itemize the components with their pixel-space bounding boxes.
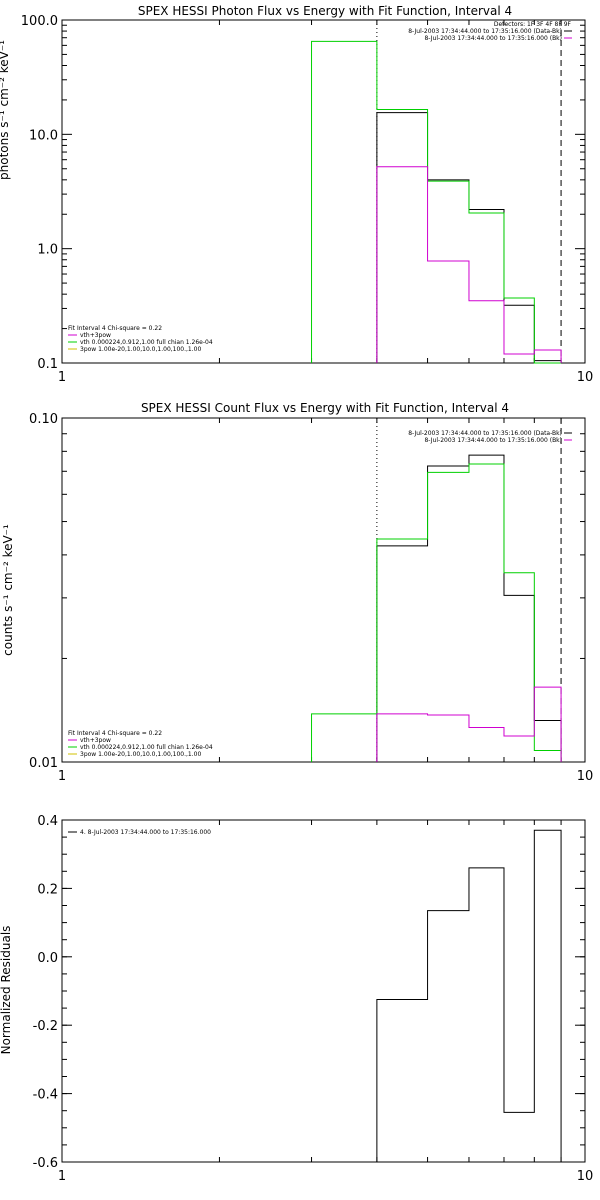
x-tick-label: 10 [577,769,594,784]
count-flux-title: SPEX HESSI Count Flux vs Energy with Fit… [141,401,509,415]
series-1-histogram [311,40,562,364]
y-tick-label: 1.0 [37,243,58,258]
residuals-ylabel: Normalized Residuals [0,926,13,1055]
y-tick-label: 0.0 [37,951,58,966]
fit-legend-header: Fit Interval 4 Chi-square = 0.22 [68,325,162,332]
legend-entry: vth 0.000224,0.912,1.00 full chian 1.26e… [80,744,213,751]
photon-flux-panel: SPEX HESSI Photon Flux vs Energy with Fi… [0,4,593,385]
x-tick-label: 10 [577,1169,594,1184]
legend-entry: 8-Jul-2003 17:34:44.000 to 17:35:16.000 … [408,430,562,437]
photon-flux-ylabel: photons s⁻¹ cm⁻² keV⁻¹ [0,40,11,180]
count-flux-ylabel: counts s⁻¹ cm⁻² keV⁻¹ [1,524,15,656]
legend-entry: vth 0.000224,0.912,1.00 full chian 1.26e… [80,339,213,346]
legend-entry: 8-Jul-2003 17:34:44.000 to 17:35:16.000 … [424,437,562,444]
y-tick-label: 100.0 [21,14,58,29]
series-2-histogram [376,166,562,363]
legend-entry: 3pow 1.00e-20,1.00,10.0,1.00,100.,1.00 [80,751,201,758]
plot-frame [61,19,586,364]
legend-entry: vth+3pow [80,332,111,339]
legend-entry: 8-Jul-2003 17:34:44.000 to 17:35:16.000 … [424,35,562,42]
legend-entry: vth+3pow [80,737,111,744]
y-tick-label: 0.1 [37,357,58,372]
y-tick-label: 0.01 [29,756,58,771]
y-tick-label: 10.0 [29,128,58,143]
y-tick-label: 0.10 [29,412,58,427]
series-2-histogram [376,686,562,762]
x-tick-label: 1 [58,1169,66,1184]
legend-entry: 8-Jul-2003 17:34:44.000 to 17:35:16.000 … [408,28,562,35]
fit-legend-header: Fit Interval 4 Chi-square = 0.22 [68,730,162,737]
legend-entry: 3pow 1.00e-20,1.00,10.0,1.00,100.,1.00 [80,346,201,353]
photon-flux-title: SPEX HESSI Photon Flux vs Energy with Fi… [138,4,512,18]
residuals-panel: Normalized Residuals 1 10 -0.6 -0.4 -0.2 0.0 0… [0,814,593,1184]
series-0-histogram [376,829,562,1162]
y-tick-label: -0.4 [33,1088,58,1103]
series-0-histogram [376,454,562,762]
plot-frame [61,417,586,763]
y-tick-label: -0.6 [33,1156,58,1171]
series-0-histogram [376,112,562,363]
legend-entry: 4. 8-Jul-2003 17:34:44.000 to 17:35:16.0… [80,829,211,836]
y-tick-label: 0.4 [37,814,58,829]
x-tick-label: 1 [58,769,66,784]
count-flux-panel: SPEX HESSI Count Flux vs Energy with Fit… [1,401,593,784]
y-tick-label: 0.2 [37,882,58,897]
y-tick-label: -0.2 [33,1019,58,1034]
x-tick-label: 1 [58,370,66,385]
detectors-label: Detectors: 1F 3F 4F 8F 9F [494,21,572,28]
x-tick-label: 10 [577,370,594,385]
